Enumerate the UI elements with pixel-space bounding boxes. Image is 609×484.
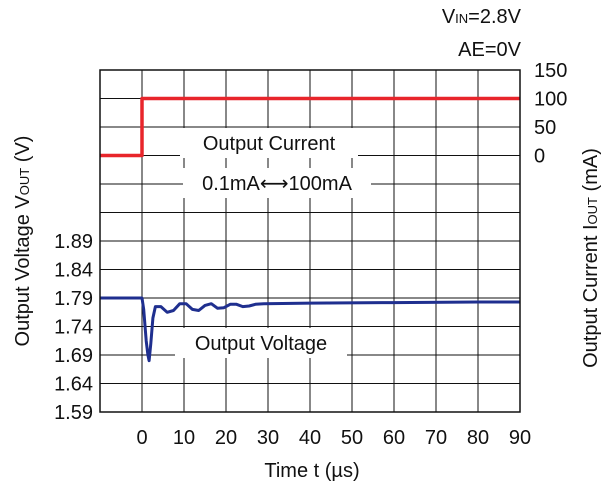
y-right-label-main: Output Current I: [580, 224, 602, 367]
y-right-tick-label: 150: [534, 60, 567, 82]
vin-sub: IN: [455, 11, 469, 26]
y-left-tick-label: 1.59: [54, 402, 93, 424]
x-tick-label: 0: [136, 427, 147, 449]
x-tick-label: 30: [257, 427, 279, 449]
x-tick-label: 90: [509, 427, 531, 449]
y-left-label-unit: (V): [12, 136, 34, 168]
annotation-voltage: Output Voltage: [175, 328, 347, 358]
y-right-tick-label: 50: [534, 117, 556, 139]
y-right-tick-label: 0: [534, 146, 545, 168]
x-axis-label: Time t (µs): [264, 460, 359, 482]
vin-label: V: [441, 6, 456, 28]
y-right-label-unit: (mA): [580, 148, 602, 197]
y-left-tick-label: 1.69: [54, 345, 93, 367]
y-right-label-sub: OUT: [585, 197, 600, 225]
output-current-line: [100, 96, 520, 158]
x-tick-label: 10: [173, 427, 195, 449]
plot-frame: [99, 69, 521, 413]
annotation-current-label: Output Current: [203, 133, 336, 155]
condition-ae: AE=0V: [458, 39, 521, 62]
plot-series: [100, 96, 520, 363]
y-left-tick-label: 1.74: [54, 317, 93, 339]
y-left-tick-label: 1.84: [54, 260, 93, 282]
x-tick-label: 40: [299, 427, 321, 449]
x-tick-label: 60: [383, 427, 405, 449]
vin-value: =2.8V: [468, 6, 521, 28]
annotation-current: Output Current: [180, 128, 358, 158]
y-left-tick-label: 1.64: [54, 374, 93, 396]
x-tick-label: 20: [215, 427, 237, 449]
condition-vin: VIN=2.8V: [442, 6, 521, 29]
annotation-current-range-label: 0.1mA⟷100mA: [202, 173, 353, 195]
tick-labels: 0 10 20 30 40 50 60 70 80 90 1.59 1.64 1.69 1.74 1.79 1…: [54, 60, 567, 449]
y-left-label-sub: OUT: [17, 168, 32, 196]
y-left-axis-label: Output Voltage VOUT (V): [12, 136, 34, 347]
x-tick-label: 80: [467, 427, 489, 449]
annotation-current-range: 0.1mA⟷100mA: [183, 168, 371, 198]
y-right-tick-label: 100: [534, 89, 567, 111]
x-tick-label: 50: [341, 427, 363, 449]
y-left-tick-label: 1.89: [54, 231, 93, 253]
y-left-label-main: Output Voltage V: [12, 195, 34, 347]
ae-text: AE=0V: [458, 39, 521, 61]
annotation-voltage-label: Output Voltage: [195, 333, 327, 355]
x-tick-label: 70: [425, 427, 447, 449]
y-left-tick-label: 1.79: [54, 288, 93, 310]
y-right-axis-label: Output Current IOUT (mA): [580, 148, 602, 368]
plot-grid: [100, 70, 520, 412]
output-voltage-line: [100, 296, 520, 363]
